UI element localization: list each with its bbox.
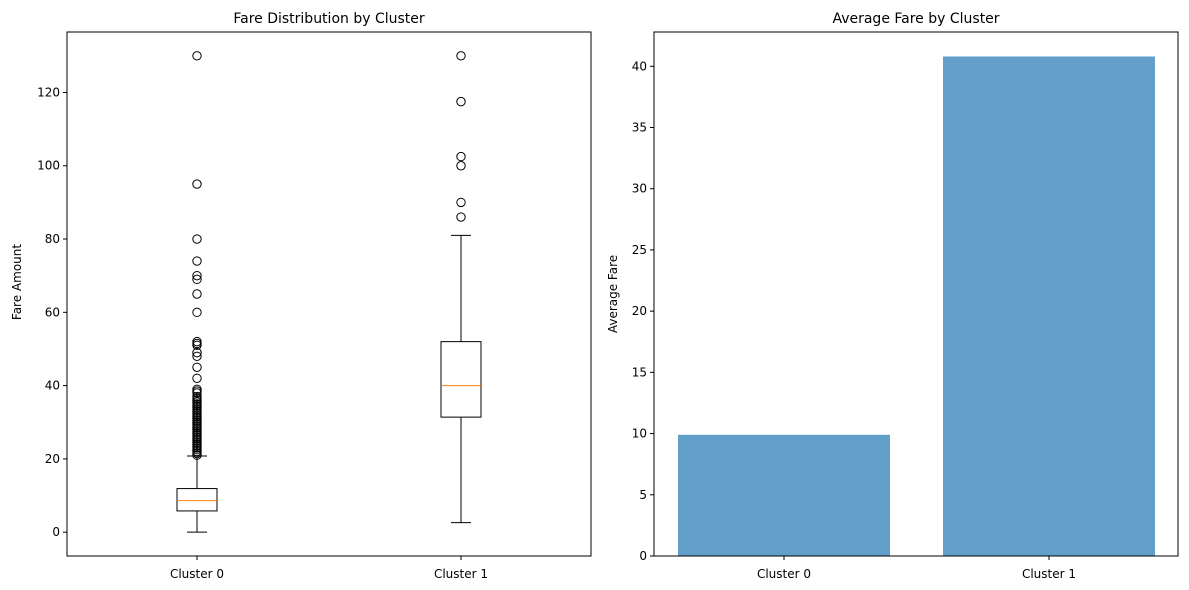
- bar-chart-y-tick-label: 40: [632, 59, 647, 73]
- box-plot-x-ticks: Cluster 0 Cluster 1: [170, 556, 488, 581]
- outlier-point: [192, 340, 202, 351]
- box-0: [176, 51, 218, 533]
- bar-chart-y-tick-label: 15: [632, 365, 647, 379]
- box-plot-frame: [66, 31, 592, 557]
- box-plot-marks: [176, 51, 482, 533]
- bar-chart-x-tick-label: Cluster 1: [1022, 567, 1076, 581]
- box-plot-title: Fare Distribution by Cluster: [233, 11, 425, 27]
- box-plot-y-tick-label: 120: [37, 85, 60, 99]
- iqr-box: [176, 488, 218, 512]
- bar-1: [943, 56, 1155, 556]
- box-plot-panel: Fare Distribution by Cluster Fare Amount…: [10, 11, 592, 581]
- outlier-point: [192, 51, 202, 61]
- bar-chart-y-tick-label: 0: [639, 549, 647, 563]
- outlier-point: [456, 51, 466, 61]
- bar-chart-x-tick-label: Cluster 0: [757, 567, 811, 581]
- bar-chart-x-ticks: Cluster 0 Cluster 1: [757, 556, 1076, 581]
- bar-chart-title: Average Fare by Cluster: [832, 11, 999, 27]
- outlier-point: [192, 270, 202, 281]
- box-plot-y-tick-label: 40: [45, 379, 60, 393]
- outlier-point: [192, 450, 202, 460]
- box-plot-y-tick-label: 100: [37, 159, 60, 173]
- box-plot-y-ticks: 0 20 40 60 80 100 120: [37, 85, 67, 539]
- box-plot-ylabel: Fare Amount: [10, 244, 24, 320]
- bar-chart-y-tick-label: 25: [632, 243, 647, 257]
- box-plot-y-tick-label: 60: [45, 305, 60, 319]
- box-1: [440, 51, 482, 524]
- bar-0: [678, 434, 890, 556]
- bar-chart-y-tick-label: 10: [632, 427, 647, 441]
- outlier-point: [456, 96, 466, 107]
- outlier-point: [192, 274, 202, 285]
- outlier-point: [192, 338, 202, 349]
- box-plot-y-tick-label: 80: [45, 232, 60, 246]
- outlier-point: [192, 289, 202, 299]
- outlier-point: [192, 179, 202, 189]
- outlier-point: [192, 234, 202, 244]
- bar-chart-y-tick-label: 35: [632, 120, 647, 134]
- outlier-point: [456, 212, 466, 222]
- outlier-point: [192, 256, 202, 266]
- box-plot-y-tick-label: 20: [45, 452, 60, 466]
- bar-chart-y-tick-label: 5: [639, 488, 647, 502]
- box-plot-x-tick-label: Cluster 0: [170, 567, 224, 581]
- outlier-point: [192, 347, 202, 358]
- outlier-point: [456, 197, 466, 208]
- outlier-point: [192, 373, 202, 383]
- box-plot-x-tick-label: Cluster 1: [434, 567, 488, 581]
- outlier-point: [192, 351, 202, 361]
- bar-chart-y-ticks: 0 5 10 15 20 25 30 35 40: [632, 59, 654, 563]
- bar-chart-frame: [653, 31, 1179, 557]
- bar-chart-y-tick-label: 20: [632, 304, 647, 318]
- outlier-point: [456, 151, 466, 162]
- bar-chart-y-tick-label: 30: [632, 182, 647, 196]
- bar-chart-ylabel: Average Fare: [606, 255, 620, 333]
- outlier-point: [192, 362, 202, 372]
- bar-chart-panel: Average Fare by Cluster Average Fare 0 5 1…: [606, 11, 1179, 581]
- outlier-point: [192, 307, 202, 318]
- bar-chart-marks: [678, 56, 1155, 556]
- iqr-box: [440, 341, 482, 418]
- outlier-point: [192, 388, 202, 398]
- outlier-point: [456, 161, 466, 171]
- box-plot-y-tick-label: 0: [52, 525, 60, 539]
